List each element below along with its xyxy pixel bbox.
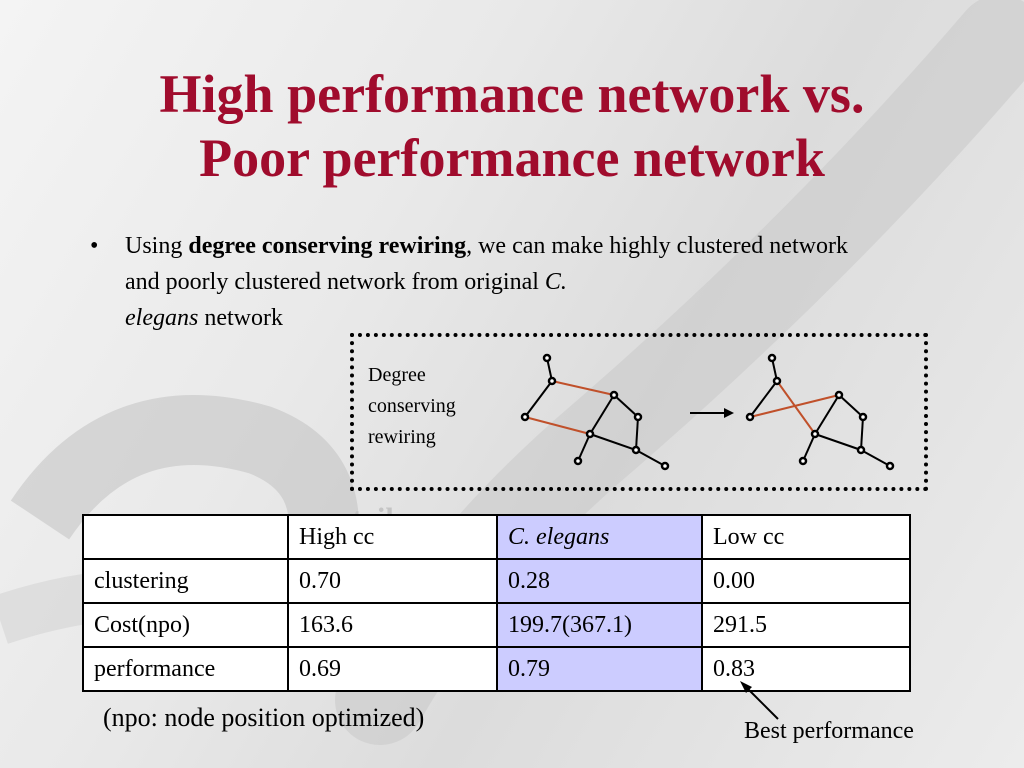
table-cell: clustering xyxy=(82,558,289,604)
network-node xyxy=(772,376,782,386)
network-node xyxy=(547,376,557,386)
rewiring-caption: Degree conserving rewiring xyxy=(368,360,488,453)
title-line-2: Poor performance network xyxy=(199,128,825,188)
network-node xyxy=(885,461,895,471)
callout-arrow-icon xyxy=(740,681,779,720)
title-line-1: High performance network vs. xyxy=(159,64,865,124)
table-header-row: High cc C. elegans Low cc xyxy=(82,514,911,560)
bullet-species-2: elegans xyxy=(125,305,199,331)
table-cell: 0.83 xyxy=(701,646,911,692)
table-header-cell xyxy=(82,514,289,560)
network-node xyxy=(585,429,595,439)
table-cell: Cost(npo) xyxy=(82,602,289,648)
caption-line-3: rewiring xyxy=(368,426,436,448)
network-node xyxy=(631,445,641,455)
network-node xyxy=(856,445,866,455)
network-node xyxy=(858,412,868,422)
bullet-text: Using degree conserving rewiring, we can… xyxy=(125,228,885,336)
network-node xyxy=(573,456,583,466)
comparison-table: High cc C. elegans Low cc clustering 0.7… xyxy=(82,514,911,692)
bullet-middle: , we can make highly clustered network a… xyxy=(125,233,848,295)
table-header-species: C. elegans xyxy=(508,523,610,550)
caption-line-1: Degree xyxy=(368,364,426,386)
network-node xyxy=(660,461,670,471)
footnote: (npo: node position optimized) xyxy=(103,703,425,732)
table-header-cell: C. elegans xyxy=(496,514,703,560)
table-cell: 199.7(367.1) xyxy=(496,602,703,648)
bullet-emphasis: degree conserving rewiring xyxy=(188,233,467,259)
rewiring-diagram-box xyxy=(350,333,928,491)
table-header-cell: High cc xyxy=(287,514,498,560)
table-cell: 0.69 xyxy=(287,646,498,692)
table-row: performance 0.69 0.79 0.83 xyxy=(82,646,911,692)
network-before xyxy=(520,353,670,471)
network-node xyxy=(834,390,844,400)
table-row: Cost(npo) 163.6 199.7(367.1) 291.5 xyxy=(82,602,911,648)
bullet-marker: • xyxy=(90,233,99,259)
slide-title: High performance network vs. Poor perfor… xyxy=(0,62,1024,190)
table-cell: 163.6 xyxy=(287,602,498,648)
bullet-suffix: network xyxy=(198,305,283,331)
bullet-species-1: C. xyxy=(544,269,567,295)
rewiring-network-diagram xyxy=(520,353,895,471)
network-node xyxy=(633,412,643,422)
network-node xyxy=(609,390,619,400)
table-cell: 0.28 xyxy=(496,558,703,604)
network-node xyxy=(798,456,808,466)
right-arrow-icon xyxy=(690,408,734,418)
network-node xyxy=(520,412,530,422)
table-row: clustering 0.70 0.28 0.00 xyxy=(82,558,911,604)
network-node xyxy=(767,353,777,363)
table-header-cell: Low cc xyxy=(701,514,911,560)
table-cell: 291.5 xyxy=(701,602,911,648)
network-node xyxy=(745,412,755,422)
bullet-prefix: Using xyxy=(125,233,189,259)
network-node xyxy=(810,429,820,439)
table-cell: performance xyxy=(82,646,289,692)
table-cell: 0.70 xyxy=(287,558,498,604)
best-performance-callout: Best performance xyxy=(744,718,914,744)
network-node xyxy=(542,353,552,363)
table-cell: 0.79 xyxy=(496,646,703,692)
network-after xyxy=(745,353,895,471)
table-cell: 0.00 xyxy=(701,558,911,604)
caption-line-2: conserving xyxy=(368,395,456,417)
